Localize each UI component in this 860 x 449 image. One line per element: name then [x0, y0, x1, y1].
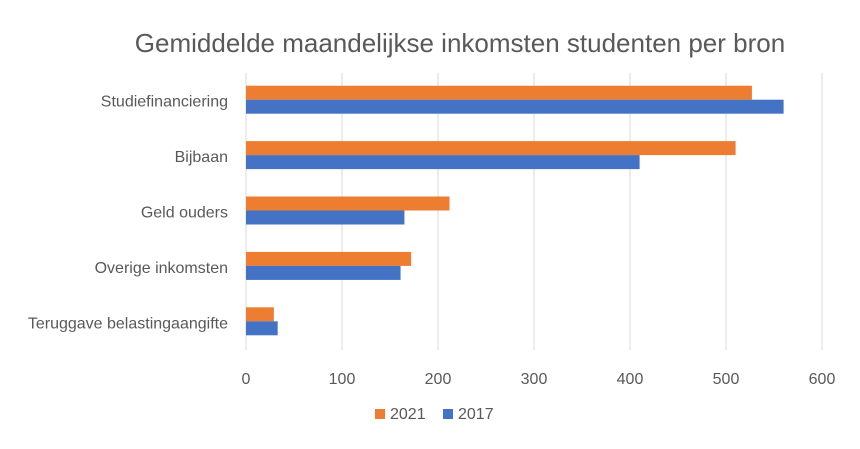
legend-label: 2017 [458, 406, 494, 423]
bar-2021 [246, 85, 752, 100]
x-tick-label: 300 [521, 371, 548, 388]
category-label: Overige inkomsten [95, 260, 228, 277]
x-tick-label: 200 [425, 371, 452, 388]
category-label: Studiefinanciering [101, 94, 228, 111]
x-tick-label: 100 [329, 371, 356, 388]
bar-2021 [246, 307, 274, 322]
bar-2017 [246, 155, 640, 170]
x-tick-label: 600 [809, 371, 836, 388]
legend-label: 2021 [390, 406, 426, 423]
bar-2021 [246, 141, 736, 156]
category-label: Geld ouders [141, 205, 228, 222]
category-label: Bijbaan [175, 149, 228, 166]
bar-2017 [246, 321, 278, 336]
bar-2017 [246, 210, 405, 225]
chart-title: Gemiddelde maandelijkse inkomsten studen… [134, 28, 786, 58]
legend-swatch [375, 409, 385, 419]
legend-swatch [443, 409, 453, 419]
bar-2017 [246, 99, 784, 114]
bar-2021 [246, 196, 450, 211]
x-tick-label: 500 [713, 371, 740, 388]
x-tick-label: 400 [617, 371, 644, 388]
category-label: Teruggave belastingaangifte [28, 315, 228, 332]
x-tick-label: 0 [242, 371, 251, 388]
bar-2017 [246, 265, 401, 280]
bar-2021 [246, 251, 412, 266]
